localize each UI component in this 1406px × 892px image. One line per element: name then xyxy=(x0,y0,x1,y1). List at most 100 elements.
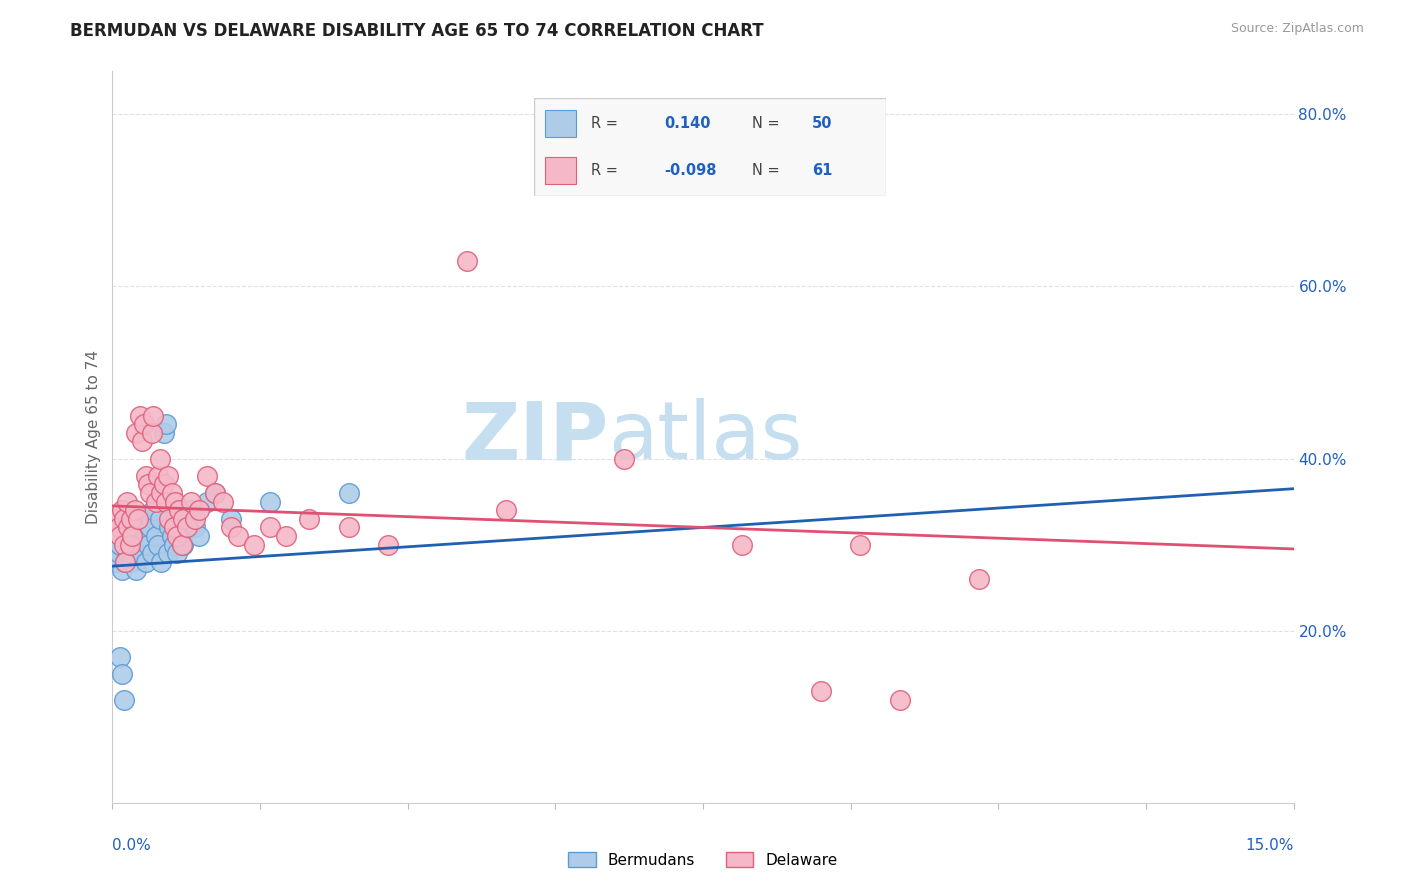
Point xyxy=(149,451,172,466)
Point xyxy=(142,503,165,517)
Point xyxy=(127,512,149,526)
Text: atlas: atlas xyxy=(609,398,803,476)
Point xyxy=(456,253,478,268)
Point xyxy=(889,692,911,706)
Point xyxy=(111,666,134,681)
Point xyxy=(613,451,636,466)
Text: N =: N = xyxy=(752,116,780,131)
Point xyxy=(129,409,152,423)
Point xyxy=(259,520,281,534)
Point xyxy=(156,468,179,483)
Point xyxy=(204,486,226,500)
Point xyxy=(118,538,141,552)
Point xyxy=(150,555,173,569)
Text: 15.0%: 15.0% xyxy=(1246,838,1294,854)
Point xyxy=(152,477,174,491)
Point xyxy=(176,520,198,534)
Point xyxy=(139,520,162,534)
Point xyxy=(166,529,188,543)
Point xyxy=(731,538,754,552)
FancyBboxPatch shape xyxy=(544,157,576,185)
Point xyxy=(132,417,155,432)
Text: R =: R = xyxy=(591,116,617,131)
Text: -0.098: -0.098 xyxy=(665,163,717,178)
Point xyxy=(112,520,135,534)
Point xyxy=(170,538,193,552)
Point xyxy=(121,529,143,543)
Point xyxy=(157,520,180,534)
Point xyxy=(155,494,177,508)
Point xyxy=(131,512,153,526)
Point xyxy=(188,503,211,517)
Point xyxy=(111,564,134,578)
FancyBboxPatch shape xyxy=(534,98,886,196)
Point xyxy=(150,486,173,500)
Point xyxy=(160,529,183,543)
Point xyxy=(117,520,139,534)
Point xyxy=(195,468,218,483)
Point xyxy=(149,512,172,526)
Point xyxy=(243,538,266,552)
Legend: Bermudans, Delaware: Bermudans, Delaware xyxy=(561,844,845,875)
Point xyxy=(298,512,321,526)
Point xyxy=(124,503,146,517)
Point xyxy=(165,512,187,526)
Point xyxy=(204,486,226,500)
Point xyxy=(211,494,233,508)
Point xyxy=(136,538,159,552)
Point xyxy=(121,529,143,543)
Text: Source: ZipAtlas.com: Source: ZipAtlas.com xyxy=(1230,22,1364,36)
Point xyxy=(219,512,242,526)
Point xyxy=(156,546,179,560)
Point xyxy=(112,692,135,706)
Point xyxy=(377,538,399,552)
Point xyxy=(129,546,152,560)
Point xyxy=(165,494,187,508)
Point xyxy=(110,538,132,552)
Text: 61: 61 xyxy=(813,163,832,178)
Point xyxy=(155,417,177,432)
Point xyxy=(195,494,218,508)
Point xyxy=(111,503,134,517)
Point xyxy=(132,529,155,543)
Y-axis label: Disability Age 65 to 74: Disability Age 65 to 74 xyxy=(86,350,101,524)
Point xyxy=(131,434,153,449)
Point xyxy=(107,546,129,560)
Point xyxy=(219,520,242,534)
Point xyxy=(110,649,132,664)
Point xyxy=(495,503,517,517)
Point xyxy=(120,512,142,526)
Point xyxy=(849,538,872,552)
Point xyxy=(115,512,138,526)
Point xyxy=(172,538,194,552)
Point xyxy=(145,494,167,508)
Point xyxy=(125,425,148,440)
Point xyxy=(259,494,281,508)
Text: 0.0%: 0.0% xyxy=(112,838,152,854)
Point xyxy=(152,425,174,440)
Point xyxy=(810,684,832,698)
Point xyxy=(127,538,149,552)
Point xyxy=(180,503,202,517)
FancyBboxPatch shape xyxy=(544,110,576,137)
Point xyxy=(166,546,188,560)
Point xyxy=(114,555,136,569)
Text: N =: N = xyxy=(752,163,780,178)
Point xyxy=(107,520,129,534)
Point xyxy=(967,572,990,586)
Point xyxy=(125,564,148,578)
Point xyxy=(146,538,169,552)
Point xyxy=(160,486,183,500)
Point xyxy=(139,486,162,500)
Point xyxy=(146,468,169,483)
Text: ZIP: ZIP xyxy=(461,398,609,476)
Text: 50: 50 xyxy=(813,116,832,131)
Text: R =: R = xyxy=(591,163,617,178)
Point xyxy=(124,520,146,534)
Point xyxy=(170,529,193,543)
Point xyxy=(141,425,163,440)
Point xyxy=(142,409,165,423)
Point xyxy=(135,555,157,569)
Point xyxy=(274,529,297,543)
Point xyxy=(184,520,207,534)
